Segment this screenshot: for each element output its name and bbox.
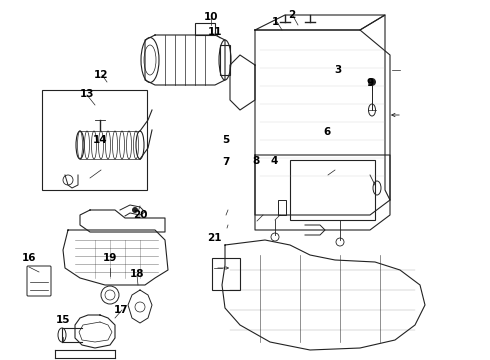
Text: 9: 9 [367,78,373,88]
Text: 11: 11 [207,27,222,37]
Text: 14: 14 [93,135,108,145]
Text: 15: 15 [55,315,70,325]
Bar [195,23,215,35]
Text: 3: 3 [335,65,342,75]
Bar [212,258,240,290]
Text: 1: 1 [272,17,279,27]
Text: 5: 5 [222,135,229,145]
Circle shape [368,78,376,86]
Text: 20: 20 [133,210,147,220]
Text: 21: 21 [207,233,221,243]
Text: 12: 12 [94,70,109,80]
Circle shape [132,207,138,213]
Text: 4: 4 [270,156,278,166]
Text: 10: 10 [203,12,218,22]
Text: 19: 19 [103,253,118,264]
Text: 6: 6 [323,127,330,138]
Text: 13: 13 [80,89,95,99]
Text: 17: 17 [114,305,129,315]
Text: 8: 8 [253,156,260,166]
Bar [290,160,375,220]
Text: 16: 16 [22,253,37,264]
Bar [278,200,286,215]
Text: 2: 2 [288,10,295,21]
Bar [220,45,230,75]
Text: 18: 18 [130,269,145,279]
Bar [42,90,147,190]
Text: 7: 7 [222,157,230,167]
